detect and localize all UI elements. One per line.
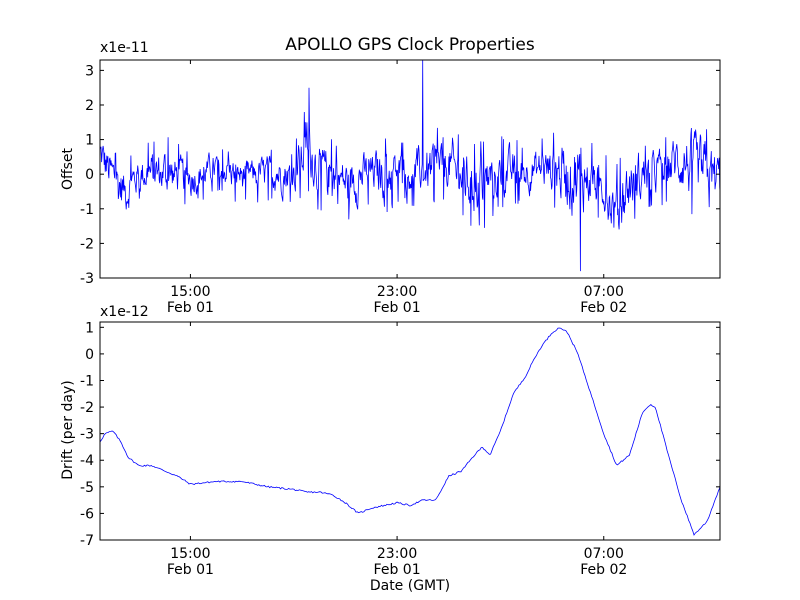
offset-y-tick-label: -2 [80,236,94,252]
drift-x-tick-date: Feb 01 [374,562,421,578]
offset-y-multiplier: x1e-11 [100,40,149,56]
offset-y-tick-label: -3 [80,271,94,287]
drift-axes-frame [99,321,721,541]
drift-y-tick-label: 1 [85,320,94,336]
chart-title: APOLLO GPS Clock Properties [285,35,535,55]
offset-x-tick-time: 07:00 [584,284,624,300]
drift-x-tick-time: 23:00 [377,546,417,562]
drift-y-tick-label: -2 [80,400,94,416]
offset-x-tick-time: 23:00 [377,284,417,300]
drift-y-tick-label: -6 [80,506,94,522]
drift-y-tick-label: -3 [80,427,94,443]
offset-x-tick-time: 15:00 [170,284,210,300]
offset-y-tick-label: -1 [80,202,94,218]
drift-x-tick-date: Feb 01 [167,562,214,578]
drift-x-tick-time: 07:00 [584,546,624,562]
drift-x-label: Date (GMT) [370,578,450,594]
drift-y-tick-label: -1 [80,373,94,389]
drift-y-multiplier: x1e-12 [100,304,149,320]
drift-y-tick-label: -4 [80,453,94,469]
drift-x-tick-time: 15:00 [170,546,210,562]
offset-y-ticks: -3 -2 -1 0 1 2 3 [80,63,720,287]
drift-y-tick-label: 0 [85,347,94,363]
drift-y-tick-label: -5 [80,480,94,496]
offset-y-tick-label: 1 [85,133,94,149]
drift-panel: x1e-12 Drift (per day) -7-6-5-4-3-2-101 … [60,304,721,594]
offset-y-tick-label: 2 [85,98,94,114]
offset-x-tick-date: Feb 01 [167,300,214,316]
offset-x-tick-date: Feb 01 [374,300,421,316]
drift-y-label: Drift (per day) [60,380,76,479]
drift-x-tick-date: Feb 02 [580,562,627,578]
drift-y-ticks: -7 -6 -5 -4 -3 -2 -1 0 1 [80,320,720,549]
offset-y-tick-label: 0 [85,167,94,183]
offset-y-tick-label: 3 [85,63,94,79]
drift-y-tick-label: -7 [80,533,94,549]
offset-axes-frame [99,59,721,279]
offset-x-tick-date: Feb 02 [580,300,627,316]
offset-y-label: Offset [60,147,76,190]
